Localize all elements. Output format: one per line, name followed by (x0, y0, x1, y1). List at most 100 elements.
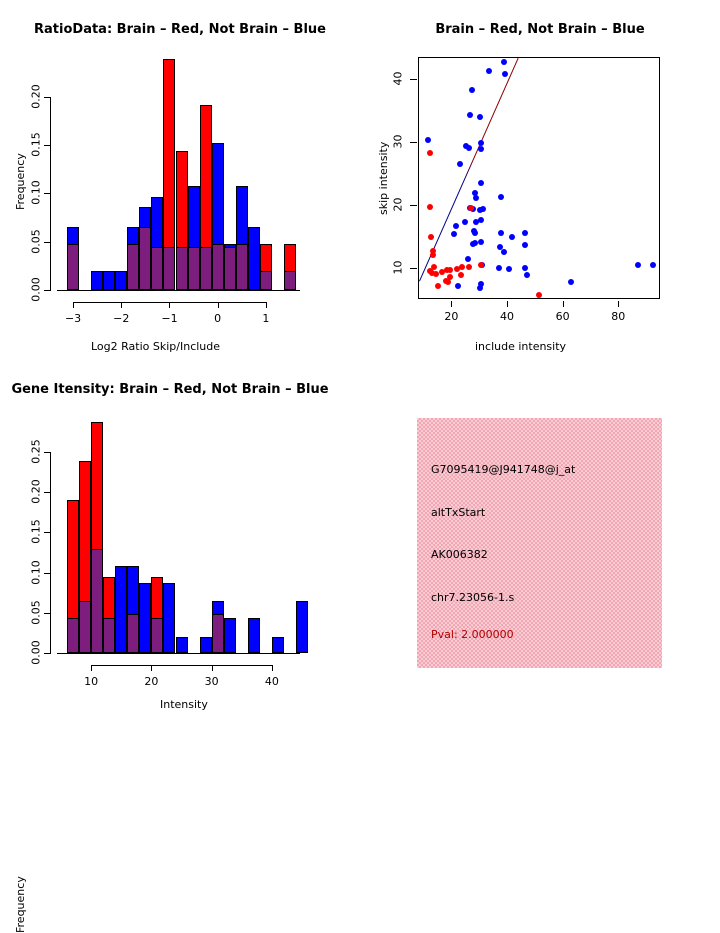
histogram-bar-blue (247, 227, 260, 290)
x-tick (217, 302, 219, 308)
scatter-point-not-brain (478, 280, 485, 287)
x-tick-label: 60 (555, 310, 570, 323)
y-tick-label: 0.10 (29, 180, 43, 206)
scatter-point-brain (426, 203, 433, 210)
info-line-probe-id: G7095419@J941748@j_at (431, 463, 576, 476)
scatter-point-not-brain (501, 70, 508, 77)
histogram-bar-blue (139, 583, 152, 653)
intensity-scatter-x-axis-title: include intensity (475, 340, 567, 353)
x-tick (562, 301, 564, 307)
y-tick (410, 204, 417, 206)
histogram-bar-overlap (91, 548, 104, 653)
x-tick-label: −1 (161, 312, 178, 325)
scatter-point-not-brain (461, 219, 468, 226)
scatter-point-not-brain (477, 239, 484, 246)
scatter-point-not-brain (500, 249, 507, 256)
info-line-locus: chr7.23056-1.s (431, 591, 515, 604)
scatter-point-not-brain (496, 244, 503, 251)
scatter-point-brain (457, 272, 464, 279)
x-tick (211, 665, 213, 671)
scatter-point-not-brain (522, 229, 529, 236)
y-tick-label: 40 (391, 71, 405, 86)
histogram-bar-overlap (235, 243, 248, 290)
y-tick (410, 267, 417, 269)
x-tick (271, 665, 273, 671)
histogram-bar-overlap (223, 247, 236, 290)
histogram-bar-overlap (259, 270, 272, 290)
intensity-scatter-y-axis-title: skip intensity (377, 141, 390, 215)
x-tick (451, 301, 453, 307)
scatter-point-brain (429, 247, 436, 254)
scatter-point-brain (428, 269, 435, 276)
info-line-event-type: altTxStart (431, 506, 486, 519)
gene-intensity-x-axis-title: Intensity (160, 698, 208, 711)
x-tick-label: −3 (64, 312, 82, 325)
histogram-bar-overlap (175, 247, 188, 290)
x-tick (151, 665, 153, 671)
y-tick-label: 10 (391, 260, 405, 275)
histogram-bar-blue (223, 617, 236, 653)
scatter-point-brain (428, 234, 435, 241)
scatter-point-not-brain (472, 240, 479, 247)
y-tick (44, 612, 51, 614)
scatter-point-not-brain (425, 137, 432, 144)
scatter-point-not-brain (498, 230, 505, 237)
histogram-bar-blue (247, 617, 260, 653)
scatter-point-not-brain (521, 264, 528, 271)
scatter-point-not-brain (568, 278, 575, 285)
scatter-point-not-brain (496, 264, 503, 271)
x-tick (73, 302, 75, 308)
y-tick (44, 492, 51, 494)
histogram-bar-overlap (127, 243, 140, 290)
x-tick-label: 20 (444, 310, 459, 323)
histogram-bar-overlap (127, 614, 140, 653)
histogram-bar-blue (91, 270, 104, 290)
scatter-point-not-brain (485, 67, 492, 74)
y-tick (44, 96, 51, 98)
histogram-bar-overlap (103, 617, 116, 653)
scatter-point-not-brain (521, 241, 528, 248)
histogram-bar-overlap (67, 617, 80, 653)
y-tick-label: 0.05 (29, 600, 43, 625)
x-tick-label: −2 (113, 312, 130, 325)
y-tick-label: 0.15 (29, 519, 43, 545)
intensity-scatter-title: Brain – Red, Not Brain – Blue (435, 22, 645, 37)
y-tick (44, 241, 51, 243)
gene-intensity-histogram-panel: Gene Itensity: Brain – Red, Not Brain – … (0, 360, 360, 933)
histogram-bar-blue (115, 270, 128, 290)
scatter-point-not-brain (635, 262, 642, 269)
histogram-bar-overlap (211, 243, 224, 290)
scatter-point-brain (468, 204, 475, 211)
scatter-point-brain (427, 149, 434, 156)
y-tick-label: 0.20 (29, 479, 43, 505)
x-tick-rail (73, 302, 266, 303)
y-tick (44, 532, 51, 534)
histogram-bar-overlap (79, 600, 92, 653)
y-tick (44, 290, 51, 291)
y-tick (44, 193, 51, 195)
intensity-scatter-panel: Brain – Red, Not Brain – Blue skip inten… (360, 0, 720, 360)
scatter-point-not-brain (477, 180, 484, 187)
scatter-point-brain (429, 251, 436, 258)
gene-intensity-plot-area: 10 20 30 40 0.00 0.05 0.10 0.15 0.20 0.25 (30, 420, 309, 688)
scatter-point-not-brain (478, 140, 485, 147)
scatter-point-not-brain (477, 217, 484, 224)
scatter-point-not-brain (498, 193, 505, 200)
x-axis-line (57, 290, 300, 291)
scatter-point-not-brain (467, 111, 474, 118)
y-tick-rail (50, 96, 51, 290)
y-tick (410, 79, 417, 80)
histogram-bar-overlap (199, 247, 212, 290)
scatter-point-not-brain (479, 205, 486, 212)
scatter-point-brain (443, 267, 450, 274)
scatter-point-not-brain (456, 161, 463, 168)
scatter-point-not-brain (473, 194, 480, 201)
x-tick (618, 301, 620, 307)
x-tick-label: 40 (264, 675, 279, 688)
scatter-point-not-brain (505, 266, 512, 273)
histogram-bar-blue (103, 270, 116, 290)
gene-info-panel: G7095419@J941748@j_at altTxStart AK006382 c… (417, 418, 662, 668)
y-tick (44, 145, 51, 146)
scatter-point-not-brain (466, 144, 473, 151)
x-tick-label: 80 (611, 310, 626, 323)
